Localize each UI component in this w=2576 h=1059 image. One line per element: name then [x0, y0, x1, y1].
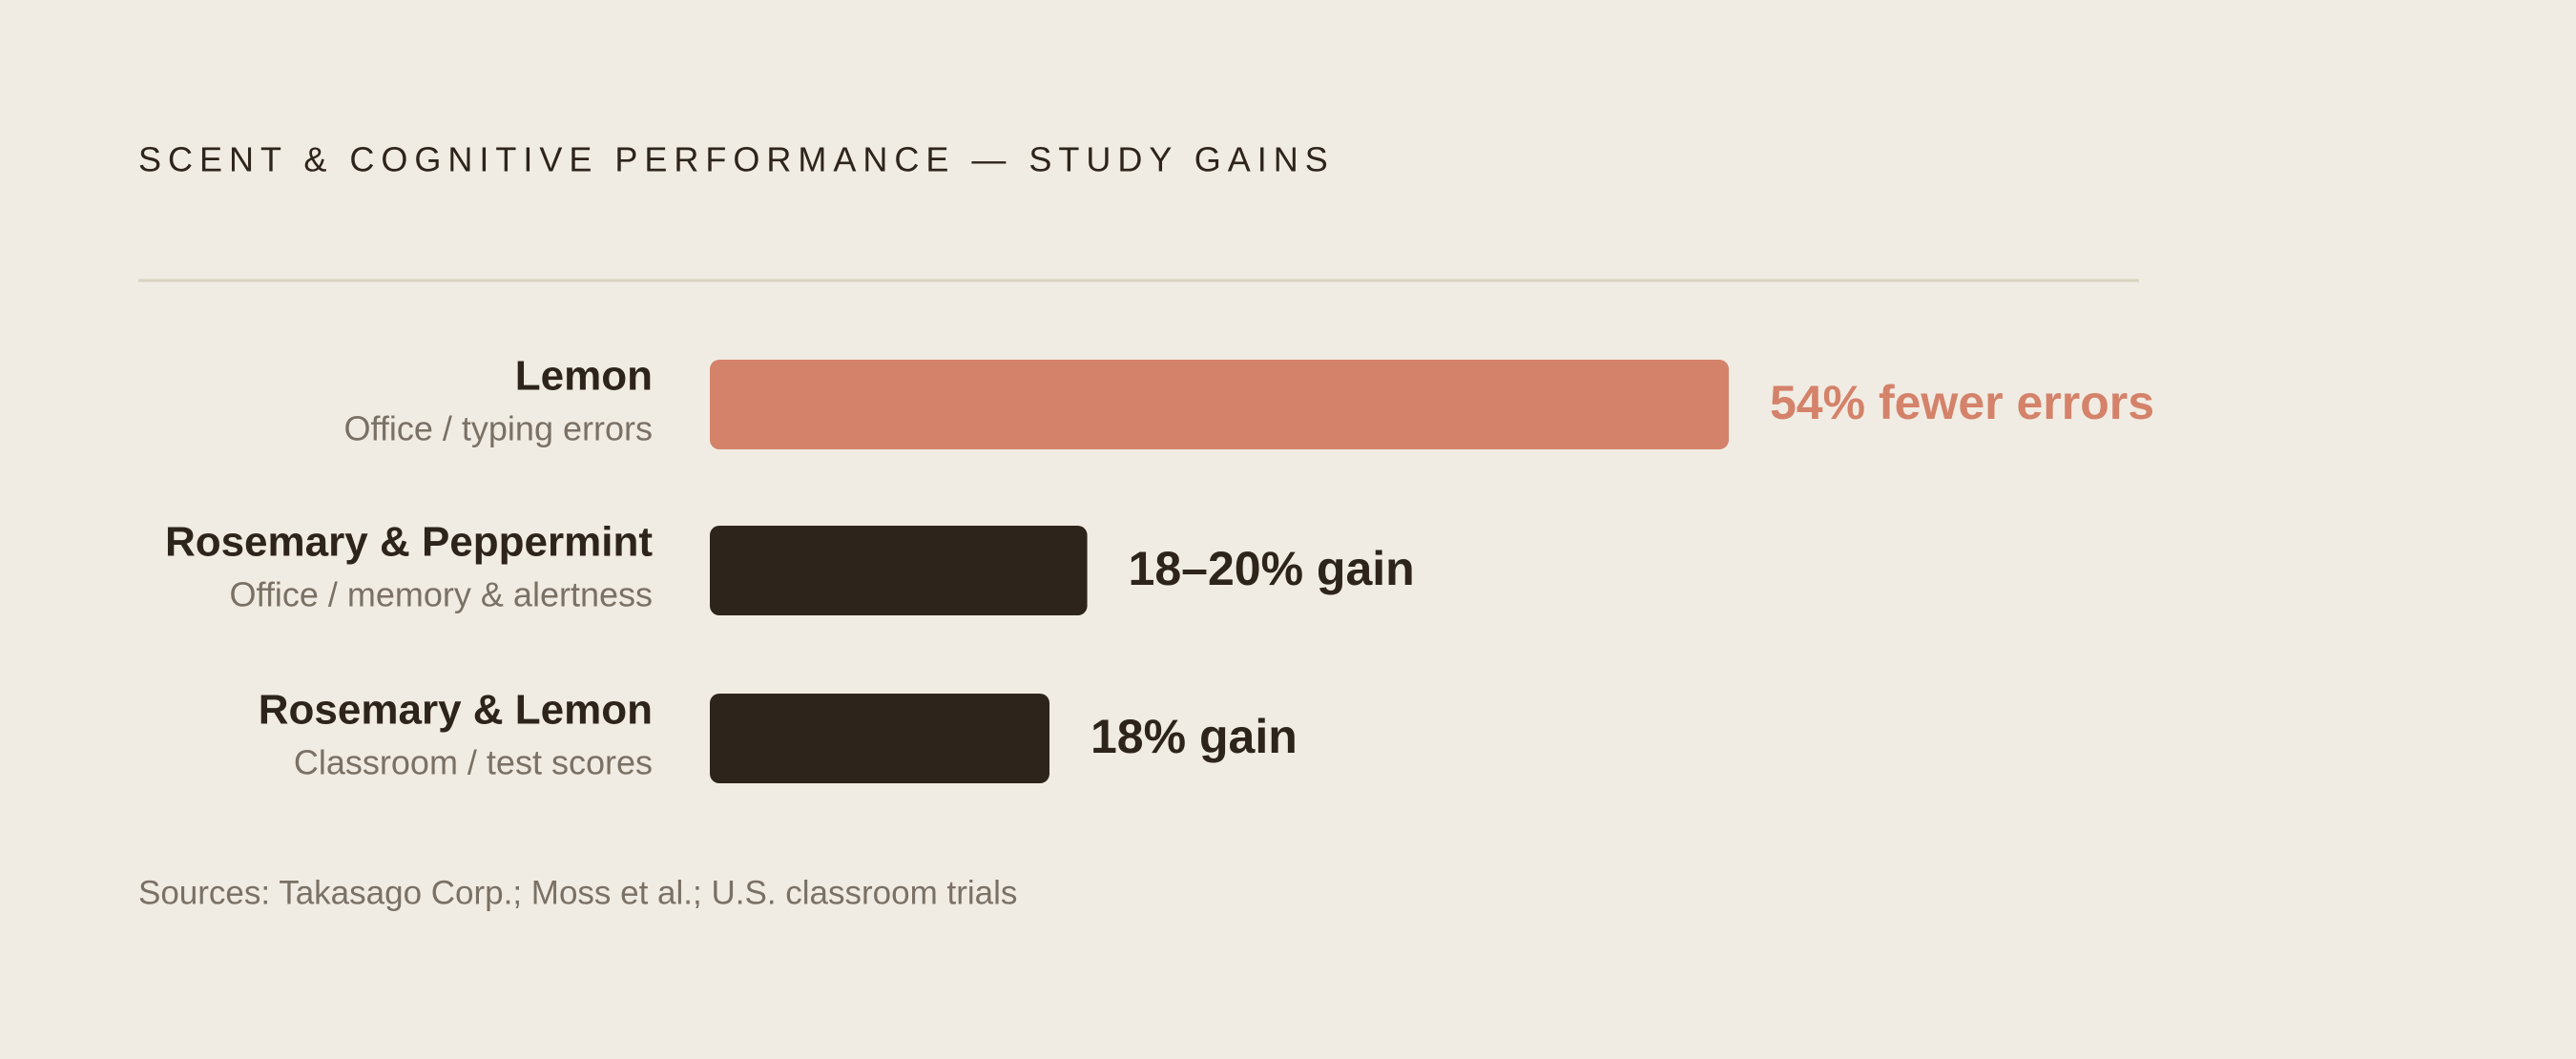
- category-note: Office / memory & alertness: [230, 575, 653, 614]
- source-note: Sources: Takasago Corp.; Moss et al.; U.…: [138, 874, 1017, 911]
- value-label: 54% fewer errors: [1770, 376, 2154, 429]
- chart-title: SCENT & COGNITIVE PERFORMANCE — STUDY GA…: [138, 140, 1335, 179]
- category-label: Rosemary & Peppermint: [165, 519, 653, 566]
- category-note: Office / typing errors: [344, 409, 653, 448]
- category-note: Classroom / test scores: [294, 743, 653, 782]
- bar: [710, 694, 1049, 783]
- value-label: 18–20% gain: [1129, 542, 1415, 595]
- category-label: Rosemary & Lemon: [259, 687, 653, 734]
- value-label: 18% gain: [1091, 710, 1298, 763]
- bar: [710, 526, 1088, 615]
- category-label: Lemon: [515, 353, 653, 400]
- bar: [710, 360, 1729, 449]
